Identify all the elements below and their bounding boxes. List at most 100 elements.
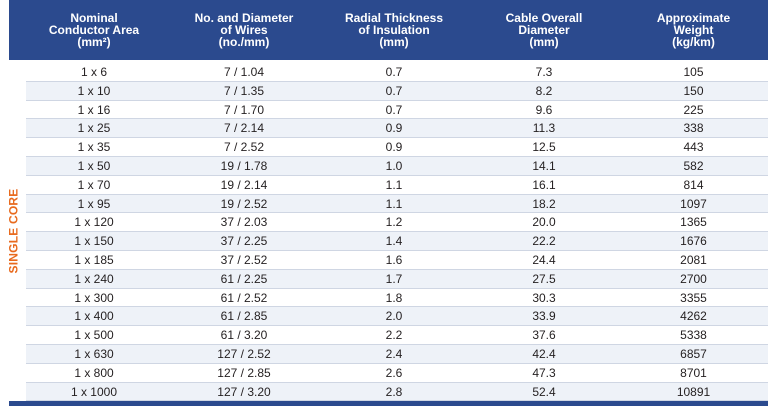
cell-conductor-area: 1 x 35 bbox=[77, 140, 111, 155]
cell-insulation: 2.0 bbox=[385, 309, 403, 324]
cell-overall-diameter: 24.4 bbox=[532, 252, 556, 267]
cell-wires: 127 / 3.20 bbox=[217, 384, 271, 399]
cell-conductor-area: 1 x 500 bbox=[74, 328, 114, 343]
cell-conductor-area: 1 x 50 bbox=[77, 158, 111, 173]
cell-wires: 7 / 2.52 bbox=[223, 140, 265, 155]
table-body: 1 x 6 7 / 1.04 0.7 7.3 105 1 x 10 7 / 1.35 0.7 8… bbox=[26, 63, 768, 402]
cell-insulation: 1.6 bbox=[385, 252, 403, 267]
cell-conductor-area: 1 x 240 bbox=[74, 271, 114, 286]
cell-wires: 61 / 3.20 bbox=[220, 328, 268, 343]
cell-wires: 61 / 2.52 bbox=[220, 290, 268, 305]
table-row: 1 x 630 127 / 2.52 2.4 42.4 6857 bbox=[26, 344, 768, 364]
cell-weight: 582 bbox=[683, 158, 704, 173]
cell-conductor-area: 1 x 185 bbox=[74, 252, 114, 267]
cell-overall-diameter: 42.4 bbox=[532, 346, 556, 361]
cell-weight: 443 bbox=[683, 140, 704, 155]
cell-insulation: 1.8 bbox=[385, 290, 403, 305]
table-header: Nominal Conductor Area (mm²) No. and Dia… bbox=[9, 0, 768, 60]
cell-weight: 8701 bbox=[680, 365, 707, 380]
cell-overall-diameter: 11.3 bbox=[532, 121, 556, 136]
table-row: 1 x 400 61 / 2.85 2.0 33.9 4262 bbox=[26, 307, 768, 327]
cell-overall-diameter: 9.6 bbox=[535, 102, 553, 117]
cell-insulation: 1.7 bbox=[385, 271, 403, 286]
cell-insulation: 0.9 bbox=[385, 140, 403, 155]
table-row: 1 x 240 61 / 2.25 1.7 27.5 2700 bbox=[26, 269, 768, 289]
cell-wires: 7 / 1.04 bbox=[223, 65, 265, 79]
cell-overall-diameter: 16.1 bbox=[532, 177, 556, 192]
cell-overall-diameter: 37.6 bbox=[532, 328, 556, 343]
cell-wires: 7 / 1.70 bbox=[223, 102, 265, 117]
cell-overall-diameter: 14.1 bbox=[532, 158, 556, 173]
cell-weight: 6857 bbox=[680, 346, 707, 361]
cell-overall-diameter: 18.2 bbox=[532, 196, 556, 211]
table-row: 1 x 6 7 / 1.04 0.7 7.3 105 bbox=[26, 63, 768, 82]
cell-insulation: 1.1 bbox=[385, 177, 403, 192]
cell-overall-diameter: 52.4 bbox=[532, 384, 556, 399]
cell-overall-diameter: 12.5 bbox=[532, 140, 556, 155]
cell-weight: 1365 bbox=[680, 215, 707, 230]
cell-overall-diameter: 7.3 bbox=[535, 65, 553, 79]
cell-overall-diameter: 22.2 bbox=[532, 234, 556, 249]
cell-weight: 1097 bbox=[680, 196, 707, 211]
header-overall-diameter: Cable Overall Diameter (mm) bbox=[505, 11, 583, 49]
cell-insulation: 2.4 bbox=[385, 346, 403, 361]
cell-weight: 3355 bbox=[680, 290, 707, 305]
cell-insulation: 0.7 bbox=[385, 102, 403, 117]
cell-conductor-area: 1 x 1000 bbox=[70, 384, 118, 399]
cell-conductor-area: 1 x 630 bbox=[74, 346, 114, 361]
cell-insulation: 2.8 bbox=[385, 384, 403, 399]
cell-weight: 5338 bbox=[680, 328, 707, 343]
cell-weight: 814 bbox=[683, 177, 704, 192]
header-insulation: Radial Thickness of Insulation (mm) bbox=[344, 11, 444, 49]
cell-wires: 19 / 2.14 bbox=[220, 177, 268, 192]
table-row: 1 x 16 7 / 1.70 0.7 9.6 225 bbox=[26, 101, 768, 120]
table-row: 1 x 70 19 / 2.14 1.1 16.1 814 bbox=[26, 176, 768, 195]
cell-overall-diameter: 20.0 bbox=[532, 215, 556, 230]
cell-conductor-area: 1 x 120 bbox=[74, 215, 114, 230]
table-row: 1 x 800 127 / 2.85 2.6 47.3 8701 bbox=[26, 364, 768, 383]
cell-insulation: 1.4 bbox=[385, 234, 403, 249]
cell-insulation: 1.1 bbox=[385, 196, 403, 211]
cell-weight: 150 bbox=[683, 83, 704, 98]
table-row: 1 x 10 7 / 1.35 0.7 8.2 150 bbox=[26, 81, 768, 101]
table-row: 1 x 25 7 / 2.14 0.9 11.3 338 bbox=[26, 119, 768, 139]
cell-conductor-area: 1 x 6 bbox=[80, 65, 107, 79]
cell-weight: 105 bbox=[683, 65, 704, 79]
cell-wires: 37 / 2.03 bbox=[220, 215, 268, 230]
cell-insulation: 2.2 bbox=[385, 328, 403, 343]
cell-insulation: 0.9 bbox=[385, 121, 403, 136]
header-wires: No. and Diameter of Wires (no./mm) bbox=[194, 11, 294, 49]
cell-wires: 7 / 1.35 bbox=[223, 83, 265, 98]
cell-wires: 127 / 2.52 bbox=[217, 346, 271, 361]
table-row: 1 x 50 19 / 1.78 1.0 14.1 582 bbox=[26, 156, 768, 176]
cell-insulation: 0.7 bbox=[385, 83, 403, 98]
cell-weight: 10891 bbox=[676, 384, 711, 399]
cell-conductor-area: 1 x 300 bbox=[74, 290, 114, 305]
cell-overall-diameter: 30.3 bbox=[532, 290, 556, 305]
cell-insulation: 1.0 bbox=[385, 158, 403, 173]
header-conductor-area: Nominal Conductor Area (mm²) bbox=[48, 11, 140, 49]
cell-wires: 61 / 2.85 bbox=[220, 309, 268, 324]
cell-conductor-area: 1 x 95 bbox=[77, 196, 111, 211]
table-row: 1 x 150 37 / 2.25 1.4 22.2 1676 bbox=[26, 232, 768, 251]
cell-overall-diameter: 47.3 bbox=[532, 365, 556, 380]
table-row: 1 x 95 19 / 2.52 1.1 18.2 1097 bbox=[26, 194, 768, 214]
cell-conductor-area: 1 x 25 bbox=[77, 121, 111, 136]
cell-weight: 225 bbox=[683, 102, 704, 117]
cell-conductor-area: 1 x 150 bbox=[74, 234, 114, 249]
bottom-rule bbox=[9, 401, 768, 406]
table-row: 1 x 185 37 / 2.52 1.6 24.4 2081 bbox=[26, 251, 768, 270]
cell-insulation: 1.2 bbox=[385, 215, 403, 230]
table-row: 1 x 500 61 / 3.20 2.2 37.6 5338 bbox=[26, 326, 768, 345]
cell-weight: 338 bbox=[683, 121, 704, 136]
cell-overall-diameter: 8.2 bbox=[535, 83, 553, 98]
cell-wires: 19 / 1.78 bbox=[220, 158, 268, 173]
cell-wires: 19 / 2.52 bbox=[220, 196, 268, 211]
table-row: 1 x 300 61 / 2.52 1.8 30.3 3355 bbox=[26, 289, 768, 308]
cell-weight: 2700 bbox=[680, 271, 707, 286]
cell-weight: 2081 bbox=[680, 252, 707, 267]
cell-overall-diameter: 27.5 bbox=[532, 271, 556, 286]
cell-insulation: 2.6 bbox=[385, 365, 403, 380]
table-row: 1 x 1000 127 / 3.20 2.8 52.4 10891 bbox=[26, 382, 768, 402]
